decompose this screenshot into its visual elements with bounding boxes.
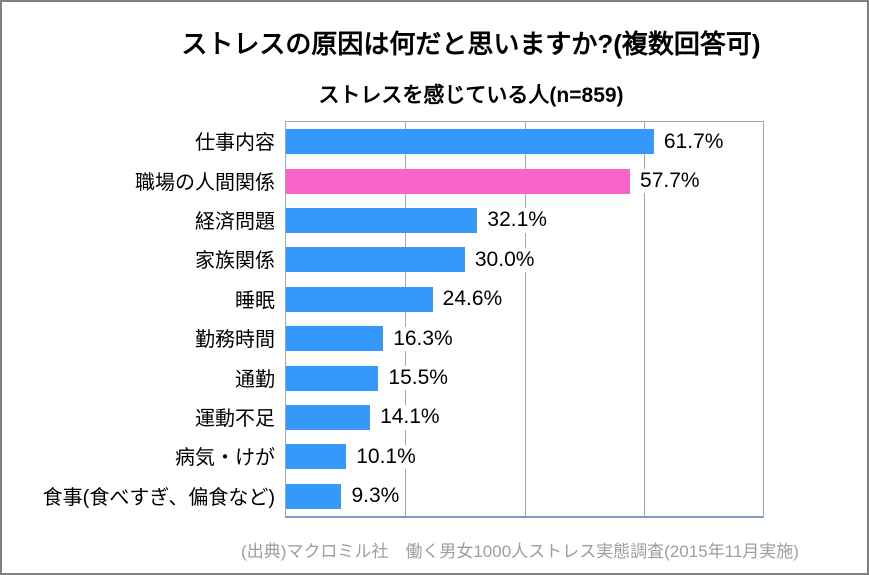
category-label: 運動不足 [195,408,275,431]
bar-row: 10.1% [286,437,763,476]
category-label: 職場の人間関係 [135,171,275,194]
category-label: 食事(食べすぎ、偏食など) [42,486,275,509]
value-label: 10.1% [354,444,418,470]
gridline [405,122,407,516]
value-label: 9.3% [349,484,402,509]
bar [286,129,654,155]
bar-row: 57.7% [286,161,763,200]
bar [286,208,478,234]
plot-area: 61.7% 57.7% 32.1% 30.0% 24.6% 16.3% 15.5% 14.1%… [285,121,764,518]
category-label: 睡眠 [235,289,275,312]
bar [286,247,465,273]
bar [286,286,433,312]
category-label: 家族関係 [195,250,275,273]
bar-highlighted [286,168,631,194]
bar-row: 9.3% [286,477,763,516]
value-label: 32.1% [485,208,549,233]
bar-row: 30.0% [286,240,763,279]
bar-series: 61.7% 57.7% 32.1% 30.0% 24.6% 16.3% 15.5% 14.1%… [286,122,763,516]
gridline [643,122,645,516]
bar [286,405,371,431]
category-label: 勤務時間 [195,329,275,352]
value-label: 30.0% [472,247,537,272]
category-label: 経済問題 [195,211,275,234]
category-label: 病気・けが [175,447,275,470]
category-label: 通勤 [235,368,275,391]
value-label: 57.7% [638,169,702,194]
bar [286,326,384,352]
value-label: 61.7% [661,129,726,154]
bar-row: 16.3% [286,319,763,358]
bar-row: 14.1% [286,398,763,437]
bar [286,483,342,509]
category-axis: 仕事内容職場の人間関係経済問題家族関係睡眠勤務時間通勤運動不足病気・けが食事(食… [2,121,281,515]
bar-row: 32.1% [286,201,763,240]
bar-row: 24.6% [286,280,763,319]
category-label: 仕事内容 [195,132,275,155]
gridline [524,122,526,516]
chart-subtitle: ストレスを感じている人(n=859) [318,84,624,107]
value-label: 24.6% [440,287,505,312]
bar [286,365,379,391]
source-note: (出典)マクロミル社 働く男女1000人ストレス実態調査(2015年11月実施) [241,542,799,561]
value-label: 15.5% [386,366,450,391]
value-label: 14.1% [378,405,442,430]
bar-row: 15.5% [286,358,763,397]
chart-title: ストレスの原因は何だと思いますか?(複数回答可) [181,29,761,59]
bar [286,444,347,470]
bar-row: 61.7% [286,122,763,161]
value-label: 16.3% [391,326,455,351]
